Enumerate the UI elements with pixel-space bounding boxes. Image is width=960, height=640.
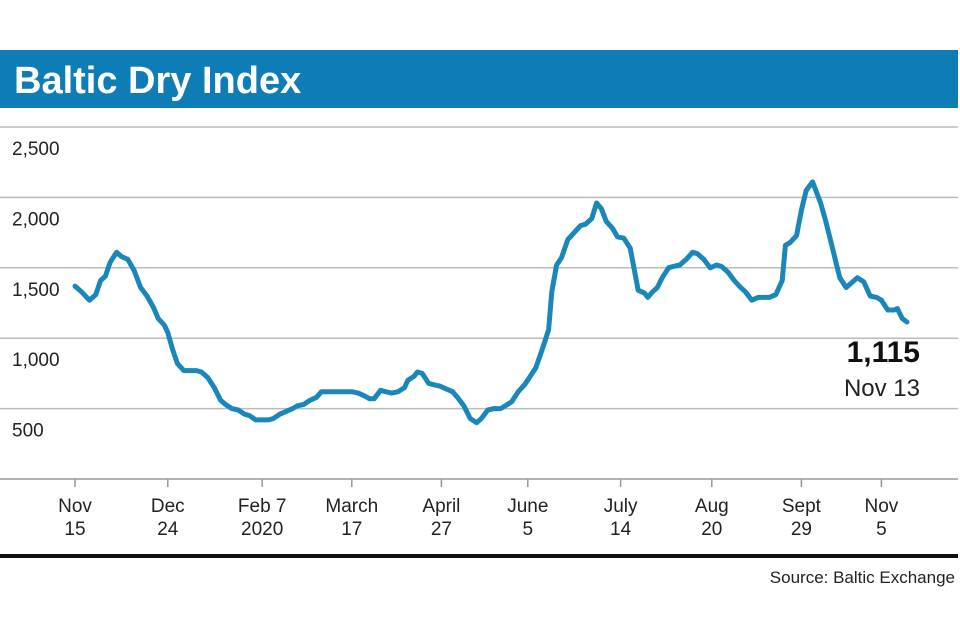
y-tick-label: 1,000 (12, 350, 60, 371)
x-tick-label: Aug (695, 496, 729, 517)
last-date-label: Nov 13 (844, 375, 920, 402)
last-value-label: 1,115 (847, 336, 920, 369)
x-tick-label: 5 (876, 519, 887, 540)
chart-title: Baltic Dry Index (14, 60, 301, 102)
x-tick-label: April (422, 496, 460, 517)
x-tick-label: 24 (157, 519, 179, 540)
x-tick-label: Nov (865, 496, 899, 517)
x-tick-label: 2020 (241, 519, 283, 540)
x-tick-label: 5 (523, 519, 534, 540)
x-tick-label: 14 (610, 519, 632, 540)
x-tick-label: 27 (431, 519, 452, 540)
source: Source: Baltic Exchange (770, 568, 955, 587)
x-tick-label: Dec (151, 496, 185, 517)
x-tick-label: Sept (782, 496, 822, 517)
y-tick-label: 1,500 (12, 280, 60, 301)
x-tick-label: July (604, 496, 638, 517)
y-tick-label: 2,000 (12, 209, 60, 230)
x-tick-label: 15 (64, 519, 85, 540)
bottom-rule (0, 554, 958, 558)
y-tick-label: 2,500 (12, 139, 60, 160)
x-tick-label: 20 (701, 519, 722, 540)
x-tick-label: Nov (58, 496, 92, 517)
x-tick-label: June (507, 496, 548, 517)
line (72, 179, 910, 426)
title-bar (0, 50, 958, 108)
y-tick-label: 500 (12, 421, 44, 442)
x-tick-label: Feb 7 (238, 496, 287, 517)
x-tick-label: March (325, 496, 378, 517)
x-tick-label: 29 (791, 519, 812, 540)
x-tick-label: 17 (341, 519, 362, 540)
